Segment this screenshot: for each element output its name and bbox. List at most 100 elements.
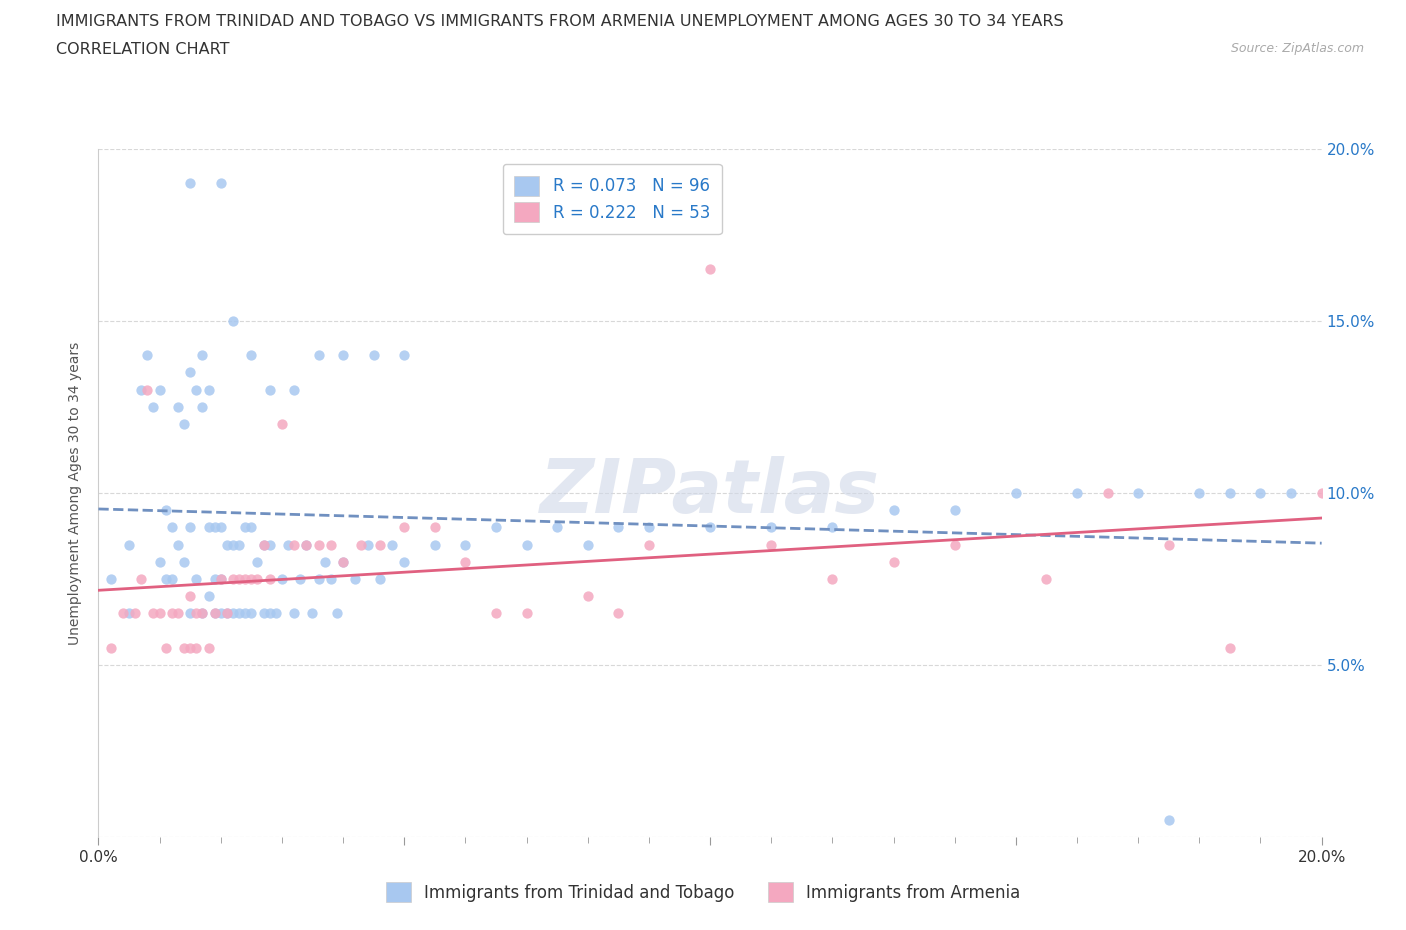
Point	[155, 503, 177, 518]
Point	[228, 538, 250, 552]
Point	[1066, 485, 1088, 500]
Point	[186, 382, 208, 397]
Point	[240, 348, 263, 363]
Point	[454, 538, 477, 552]
Point	[186, 572, 208, 587]
Point	[344, 572, 367, 587]
Point	[191, 606, 214, 621]
Point	[283, 538, 305, 552]
Point	[111, 606, 134, 621]
Point	[943, 538, 966, 552]
Text: CORRELATION CHART: CORRELATION CHART	[56, 42, 229, 57]
Point	[246, 554, 269, 569]
Point	[100, 572, 122, 587]
Point	[295, 538, 318, 552]
Point	[179, 641, 201, 656]
Point	[204, 606, 226, 621]
Point	[136, 348, 159, 363]
Point	[454, 554, 477, 569]
Point	[240, 572, 263, 587]
Point	[699, 520, 721, 535]
Point	[186, 606, 208, 621]
Point	[173, 417, 195, 432]
Point	[283, 606, 305, 621]
Point	[1004, 485, 1026, 500]
Point	[392, 348, 416, 363]
Point	[576, 589, 599, 604]
Point	[1157, 813, 1180, 828]
Point	[233, 572, 256, 587]
Point	[637, 538, 661, 552]
Point	[240, 520, 263, 535]
Point	[1157, 538, 1180, 552]
Point	[319, 572, 342, 587]
Point	[179, 520, 201, 535]
Point	[173, 641, 195, 656]
Point	[252, 606, 274, 621]
Point	[326, 606, 349, 621]
Point	[149, 554, 172, 569]
Point	[209, 572, 232, 587]
Point	[142, 400, 165, 415]
Point	[350, 538, 373, 552]
Point	[155, 572, 177, 587]
Point	[197, 520, 219, 535]
Point	[943, 503, 966, 518]
Point	[173, 554, 195, 569]
Point	[160, 606, 183, 621]
Point	[179, 365, 201, 380]
Point	[149, 382, 172, 397]
Point	[222, 606, 245, 621]
Point	[821, 520, 844, 535]
Point	[233, 606, 256, 621]
Point	[332, 554, 354, 569]
Point	[546, 520, 568, 535]
Point	[308, 572, 330, 587]
Point	[228, 606, 250, 621]
Point	[155, 641, 177, 656]
Point	[204, 606, 226, 621]
Point	[1188, 485, 1211, 500]
Point	[392, 520, 416, 535]
Point	[160, 572, 183, 587]
Point	[209, 520, 232, 535]
Point	[270, 417, 292, 432]
Point	[485, 606, 508, 621]
Point	[167, 538, 190, 552]
Point	[270, 572, 292, 587]
Point	[314, 554, 336, 569]
Point	[186, 641, 208, 656]
Point	[607, 520, 630, 535]
Point	[259, 572, 281, 587]
Point	[637, 520, 661, 535]
Point	[259, 382, 281, 397]
Point	[100, 641, 122, 656]
Point	[197, 641, 219, 656]
Point	[1035, 572, 1057, 587]
Point	[883, 503, 905, 518]
Point	[516, 538, 538, 552]
Point	[363, 348, 385, 363]
Point	[485, 520, 508, 535]
Point	[197, 382, 219, 397]
Point	[319, 538, 342, 552]
Point	[149, 606, 172, 621]
Point	[191, 348, 214, 363]
Point	[759, 538, 782, 552]
Point	[283, 382, 305, 397]
Point	[228, 572, 250, 587]
Y-axis label: Unemployment Among Ages 30 to 34 years: Unemployment Among Ages 30 to 34 years	[69, 341, 83, 644]
Point	[1279, 485, 1302, 500]
Point	[1219, 485, 1241, 500]
Point	[197, 589, 219, 604]
Point	[699, 262, 721, 277]
Point	[222, 538, 245, 552]
Point	[179, 176, 201, 191]
Point	[215, 606, 238, 621]
Point	[576, 538, 599, 552]
Point	[516, 606, 538, 621]
Point	[423, 538, 446, 552]
Text: ZIPatlas: ZIPatlas	[540, 457, 880, 529]
Point	[160, 520, 183, 535]
Point	[295, 538, 318, 552]
